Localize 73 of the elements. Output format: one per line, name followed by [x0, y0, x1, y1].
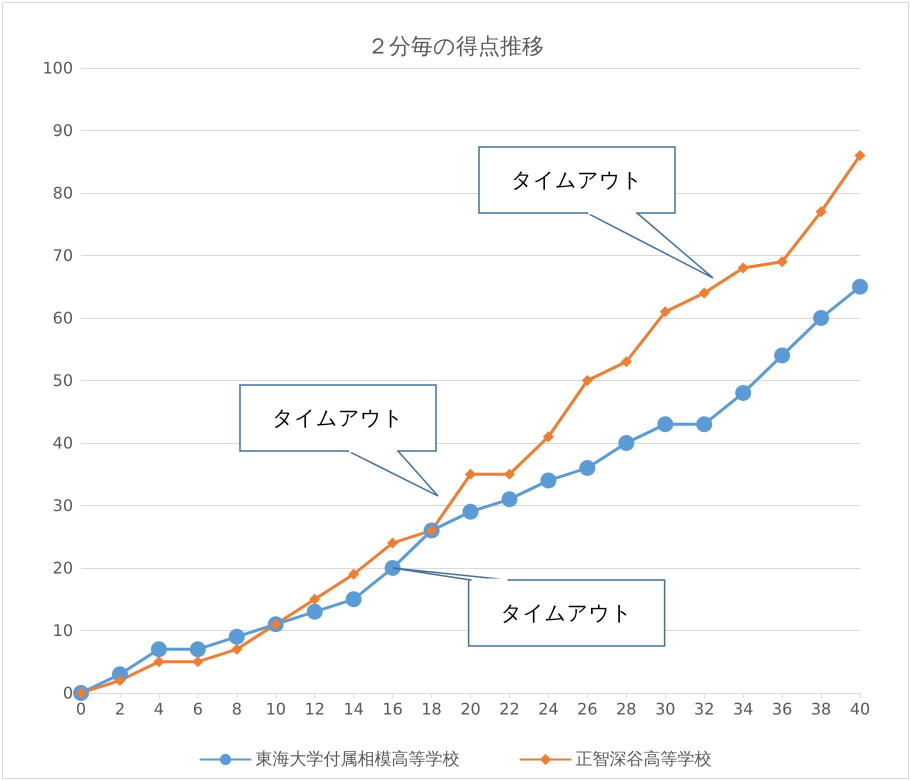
- x-tick-label: 34: [732, 700, 754, 718]
- y-tick-label: 0: [62, 684, 73, 702]
- x-tick-label: 14: [343, 700, 364, 718]
- y-tick-label: 60: [52, 308, 73, 328]
- point: [813, 310, 830, 326]
- x-tick-label: 24: [538, 700, 559, 718]
- annotation: タイムアウト: [511, 168, 643, 192]
- x-tick-label: 4: [154, 700, 164, 718]
- x-tick-label: 10: [266, 700, 286, 718]
- point: [150, 641, 167, 658]
- x-tick-label: 28: [616, 700, 636, 718]
- x-tick-label: 8: [232, 700, 242, 718]
- x-tick-label: 0: [76, 700, 86, 718]
- point: [465, 468, 476, 480]
- y-tick-label: 100: [42, 58, 73, 78]
- y-tick-label: 40: [52, 434, 73, 452]
- point: [153, 656, 164, 668]
- point: [618, 435, 634, 451]
- point: [501, 491, 518, 508]
- x-tick-label: 20: [460, 700, 481, 718]
- y-tick-label: 80: [52, 184, 73, 202]
- x-tick-label: 18: [421, 700, 442, 718]
- point: [852, 278, 868, 295]
- point: [504, 468, 515, 480]
- point: [735, 385, 752, 401]
- legend-label: 正智深谷高等学校: [576, 750, 712, 770]
- x-tick-label: 38: [810, 700, 832, 718]
- legend-label: 東海大学付属相模高等学校: [256, 750, 460, 770]
- point: [816, 206, 827, 218]
- point: [306, 604, 323, 620]
- point: [698, 288, 710, 298]
- point: [660, 306, 671, 318]
- chart-title: ２分毎の得点推移: [367, 34, 544, 60]
- point: [696, 416, 712, 432]
- point: [309, 594, 320, 605]
- x-tick-label: 2: [114, 700, 126, 718]
- y-tick-label: 30: [52, 496, 73, 515]
- x-tick-label: 22: [499, 700, 520, 718]
- point: [462, 504, 478, 520]
- point: [854, 150, 866, 161]
- x-tick-label: 16: [382, 700, 403, 718]
- x-tick-label: 12: [304, 700, 325, 718]
- y-tick-label: 50: [52, 371, 73, 390]
- point: [387, 538, 398, 548]
- point: [542, 431, 554, 442]
- point: [231, 644, 242, 655]
- x-tick-label: 30: [655, 700, 676, 718]
- point: [346, 591, 362, 608]
- point: [192, 656, 204, 668]
- point: [348, 568, 360, 580]
- point: [582, 375, 593, 386]
- annotation: タイムアウト: [500, 601, 633, 625]
- point: [620, 356, 632, 368]
- point: [657, 416, 674, 432]
- point: [738, 262, 749, 274]
- point: [774, 348, 790, 364]
- x-tick-label: 6: [192, 700, 203, 718]
- point: [228, 628, 245, 645]
- x-tick-label: 36: [772, 700, 792, 718]
- y-tick-label: 20: [52, 558, 73, 578]
- annotation: タイムアウト: [272, 406, 404, 430]
- y-tick-label: 70: [52, 246, 73, 265]
- point: [540, 472, 556, 488]
- y-tick-label: 90: [52, 121, 73, 140]
- x-tick-label: 40: [850, 700, 870, 718]
- point: [114, 675, 126, 686]
- point: [190, 641, 206, 658]
- y-tick-label: 10: [52, 621, 73, 640]
- x-tick-label: 26: [577, 700, 598, 718]
- x-tick-label: 32: [694, 700, 714, 718]
- point: [579, 460, 596, 476]
- point: [776, 256, 788, 268]
- point: [384, 560, 401, 576]
